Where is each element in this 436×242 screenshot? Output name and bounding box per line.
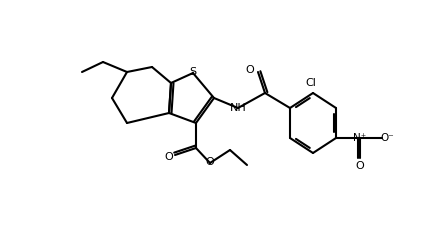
Text: NH: NH — [230, 103, 246, 113]
Text: O: O — [206, 157, 215, 167]
Text: O: O — [245, 65, 254, 75]
Text: Cl: Cl — [306, 78, 317, 88]
Text: O: O — [165, 152, 174, 162]
Text: O⁻: O⁻ — [380, 133, 394, 143]
Text: N⁺: N⁺ — [353, 133, 367, 143]
Text: O: O — [356, 161, 364, 171]
Text: S: S — [189, 67, 197, 77]
